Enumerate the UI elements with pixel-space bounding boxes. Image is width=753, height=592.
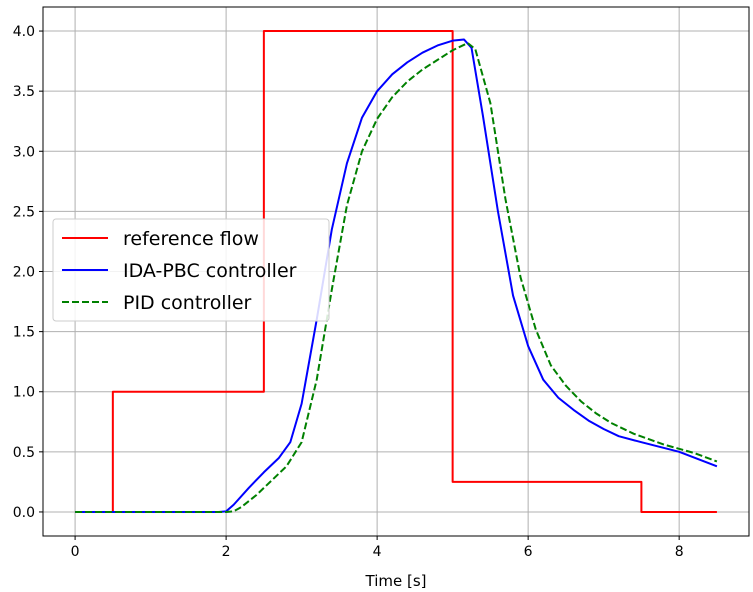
legend-label: IDA-PBC controller: [123, 260, 297, 282]
y-tick-label: 3.0: [13, 144, 35, 160]
legend: reference flow IDA-PBC controller PID cont…: [52, 218, 330, 322]
y-tick-label: 0.5: [13, 445, 35, 461]
y-tick-label: 2.5: [13, 204, 35, 220]
x-tick-label: 4: [373, 544, 382, 560]
x-tick-label: 8: [675, 544, 684, 560]
y-tick-label: 4.0: [13, 24, 35, 40]
x-tick-label: 6: [524, 544, 533, 560]
x-tick-label: 0: [71, 544, 80, 560]
series-line-ida-pbc-controller: [75, 38, 718, 513]
legend-label: PID controller: [123, 292, 252, 314]
y-tick-label: 0.0: [13, 505, 35, 521]
x-axis-title: Time [s]: [365, 572, 427, 590]
series-layer: [75, 30, 718, 513]
y-tick-label: 3.5: [13, 84, 35, 100]
legend-label: reference flow: [123, 228, 259, 250]
legend-box: [52, 218, 330, 322]
series-line-pid-controller: [75, 42, 718, 513]
x-tick-label: 2: [222, 544, 231, 560]
tick-layer: 0 2 4 6 8 0.0 0.5 1.0 1.5 2.0 2.5 3.0 3.5 4.0: [13, 24, 684, 560]
y-tick-label: 1.5: [13, 325, 35, 341]
y-tick-label: 1.0: [13, 385, 35, 401]
y-tick-label: 2.0: [13, 265, 35, 281]
series-line-reference-flow: [75, 30, 717, 513]
